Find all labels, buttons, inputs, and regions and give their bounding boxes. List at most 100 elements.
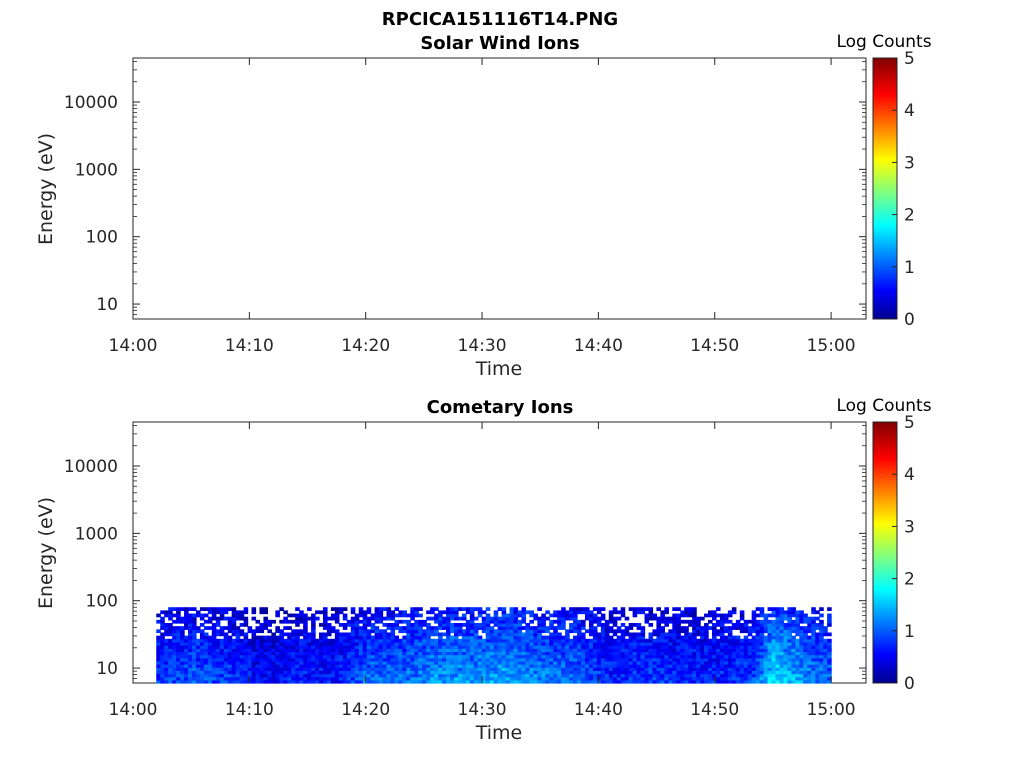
heatmap-cell bbox=[616, 648, 622, 653]
heatmap-cell bbox=[549, 638, 554, 643]
heatmap-cell bbox=[561, 660, 566, 665]
heatmap-cell bbox=[390, 660, 396, 665]
heatmap-cell bbox=[350, 607, 356, 611]
heatmap-cell bbox=[311, 660, 316, 665]
heatmap-cell bbox=[628, 654, 634, 659]
heatmap-cell bbox=[664, 673, 669, 678]
heatmap-cell bbox=[763, 667, 769, 671]
heatmap-cell bbox=[362, 679, 368, 684]
heatmap-cell bbox=[291, 632, 296, 637]
heatmap-cell bbox=[251, 667, 257, 671]
heatmap-cell bbox=[541, 623, 546, 627]
heatmap-cell bbox=[565, 679, 570, 684]
heatmap-cell bbox=[489, 664, 495, 668]
heatmap-cell bbox=[469, 635, 475, 640]
heatmap-cell bbox=[430, 638, 435, 643]
heatmap-cell bbox=[680, 638, 685, 643]
heatmap-cell bbox=[577, 626, 582, 630]
heatmap-cell bbox=[180, 651, 185, 656]
heatmap-cell bbox=[573, 664, 578, 668]
heatmap-cell bbox=[350, 679, 356, 684]
heatmap-cell bbox=[763, 664, 769, 668]
heatmap-cell bbox=[402, 641, 407, 646]
heatmap-cell bbox=[517, 679, 523, 684]
heatmap-cell bbox=[827, 616, 832, 621]
heatmap-cell bbox=[660, 613, 665, 618]
heatmap-cell bbox=[533, 635, 538, 640]
heatmap-cell bbox=[176, 613, 181, 618]
heatmap-cell bbox=[672, 673, 677, 678]
heatmap-cell bbox=[390, 638, 396, 643]
heatmap-cell bbox=[775, 667, 781, 671]
heatmap-cell bbox=[573, 638, 578, 643]
heatmap-cell bbox=[648, 670, 654, 675]
heatmap-cell bbox=[505, 676, 511, 681]
heatmap-cell bbox=[688, 623, 693, 627]
heatmap-cell bbox=[668, 632, 673, 637]
heatmap-cell bbox=[632, 638, 638, 643]
heatmap-cell bbox=[215, 673, 221, 678]
heatmap-cell bbox=[596, 654, 602, 659]
heatmap-cell bbox=[227, 654, 233, 659]
heatmap-cell bbox=[473, 654, 479, 659]
heatmap-cell bbox=[283, 638, 288, 643]
heatmap-cell bbox=[207, 651, 213, 656]
heatmap-cell bbox=[715, 648, 721, 653]
heatmap-cell bbox=[799, 613, 804, 618]
heatmap-cell bbox=[803, 654, 808, 659]
heatmap-cell bbox=[219, 613, 225, 618]
heatmap-cell bbox=[267, 667, 272, 671]
heatmap-cell bbox=[164, 651, 169, 656]
heatmap-cell bbox=[680, 613, 685, 618]
heatmap-cell bbox=[632, 645, 638, 649]
heatmap-cell bbox=[549, 676, 554, 681]
heatmap-cell bbox=[406, 667, 411, 671]
heatmap-cell bbox=[759, 641, 765, 646]
heatmap-cell bbox=[541, 667, 546, 671]
heatmap-cell bbox=[398, 654, 403, 659]
heatmap-cell bbox=[719, 635, 725, 640]
heatmap-cell bbox=[600, 670, 606, 675]
heatmap-cell bbox=[322, 632, 328, 637]
heatmap-cell bbox=[640, 667, 646, 671]
heatmap-cell bbox=[279, 676, 284, 681]
heatmap-cell bbox=[287, 641, 292, 646]
heatmap-cell bbox=[291, 613, 296, 618]
heatmap-cell bbox=[160, 673, 165, 678]
heatmap-cell bbox=[521, 638, 527, 643]
heatmap-cell bbox=[168, 667, 173, 671]
heatmap-cell bbox=[573, 626, 578, 630]
heatmap-cell bbox=[203, 635, 209, 640]
heatmap-cell bbox=[620, 667, 626, 671]
heatmap-cell bbox=[346, 619, 352, 624]
heatmap-cell bbox=[688, 632, 693, 637]
heatmap-cell bbox=[588, 623, 594, 627]
heatmap-cell bbox=[188, 648, 193, 653]
heatmap-cell bbox=[156, 645, 161, 649]
heatmap-cell bbox=[588, 651, 594, 656]
heatmap-cell bbox=[457, 616, 463, 621]
heatmap-cell bbox=[600, 679, 606, 684]
heatmap-cell bbox=[192, 626, 197, 630]
heatmap-cell bbox=[672, 629, 677, 634]
heatmap-cell bbox=[497, 645, 503, 649]
heatmap-cell bbox=[672, 613, 677, 618]
heatmap-cell bbox=[600, 616, 606, 621]
heatmap-cell bbox=[636, 660, 642, 665]
heatmap-cell bbox=[180, 638, 185, 643]
heatmap-cell bbox=[791, 679, 796, 684]
y-tick-label: 10000 bbox=[64, 93, 118, 113]
heatmap-cell bbox=[799, 673, 804, 678]
heatmap-cell bbox=[541, 616, 546, 621]
heatmap-cell bbox=[652, 654, 658, 659]
heatmap-cell bbox=[823, 632, 828, 637]
heatmap-cell bbox=[195, 641, 201, 646]
heatmap-cell bbox=[521, 641, 527, 646]
heatmap-cell bbox=[668, 651, 673, 656]
heatmap-cell bbox=[457, 607, 463, 611]
heatmap-cell bbox=[771, 613, 777, 618]
heatmap-cell bbox=[763, 635, 769, 640]
heatmap-cell bbox=[565, 657, 570, 662]
heatmap-cell bbox=[537, 679, 542, 684]
